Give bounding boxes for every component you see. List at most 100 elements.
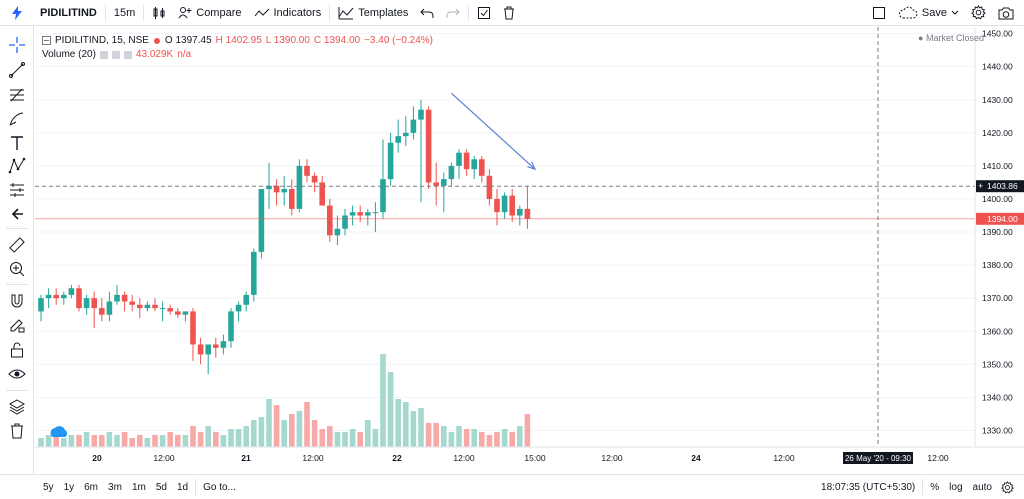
interval-button[interactable]: 15m: [113, 6, 136, 19]
auto-toggle[interactable]: auto: [972, 481, 992, 493]
candle-body: [334, 228, 341, 236]
range-button-1m[interactable]: 1m: [131, 481, 146, 493]
undo-button[interactable]: [414, 0, 440, 26]
chart-type-button[interactable]: [146, 0, 172, 26]
candle-body: [463, 152, 470, 170]
layers-icon[interactable]: [8, 398, 26, 416]
trash-icon[interactable]: [8, 422, 26, 440]
time-tick-label: 12:00: [773, 453, 795, 463]
cloud-icon: [898, 6, 918, 18]
layout-button[interactable]: [866, 0, 892, 26]
tradingview-logo-icon[interactable]: [0, 0, 34, 26]
volume-bar: [152, 435, 158, 447]
volume-bar: [144, 438, 151, 447]
candle: [91, 291, 97, 328]
fib-icon[interactable]: [8, 86, 26, 104]
volume-value: 43.029K: [135, 49, 174, 60]
candle: [357, 205, 363, 223]
range-button-1d[interactable]: 1d: [176, 481, 189, 493]
lock-icon[interactable]: [8, 341, 26, 359]
candle: [258, 189, 265, 259]
redo-button[interactable]: [440, 0, 466, 26]
brush-icon[interactable]: [8, 110, 26, 128]
candle: [441, 172, 447, 213]
legend-title[interactable]: PIDILITIND, 15, NSE: [55, 35, 149, 46]
templates-button[interactable]: Templates: [332, 0, 414, 26]
symbol-search-button[interactable]: PIDILITIND: [40, 6, 97, 19]
eye-icon[interactable]: [8, 365, 26, 383]
candle-body: [425, 109, 432, 183]
candle: [349, 205, 356, 226]
volume-label[interactable]: Volume (20): [42, 49, 96, 60]
clock[interactable]: 18:07:35 (UTC+5:30): [821, 481, 916, 493]
percent-toggle[interactable]: %: [930, 481, 940, 493]
candle: [68, 284, 75, 299]
chart-logo: [50, 426, 68, 437]
volume-bar: [83, 432, 90, 447]
volume-bar: [494, 432, 500, 447]
range-button-6m[interactable]: 6m: [84, 481, 99, 493]
crosshair-icon[interactable]: [8, 36, 26, 54]
candle: [327, 198, 333, 242]
candle-body: [114, 294, 120, 302]
text-icon[interactable]: [8, 134, 26, 152]
volume-bar: [175, 435, 181, 447]
arrow-left-icon[interactable]: [8, 205, 26, 223]
goto-button[interactable]: Go to...: [203, 481, 236, 493]
compare-label: Compare: [196, 6, 242, 19]
range-button-3m[interactable]: 3m: [108, 481, 122, 493]
candle: [380, 139, 386, 219]
volume-bar: [266, 399, 272, 447]
time-tick-label: 12:00: [302, 453, 324, 463]
zoom-in-icon[interactable]: [8, 260, 26, 278]
candle-body: [106, 301, 113, 315]
candle: [243, 291, 249, 312]
pattern-icon[interactable]: [8, 157, 26, 175]
candle: [319, 175, 325, 206]
volume-bar: [311, 420, 318, 447]
volume-bar: [334, 432, 341, 447]
collapse-icon[interactable]: [42, 36, 51, 45]
candle-body: [76, 288, 82, 309]
candle-body: [68, 288, 75, 295]
trend-line-icon[interactable]: [8, 61, 26, 79]
time-tick-label: 21: [241, 453, 251, 463]
candle-body: [327, 205, 333, 236]
volume-eye-icon[interactable]: [99, 50, 108, 59]
range-button-5d[interactable]: 5d: [155, 481, 167, 493]
lock-pencil-icon[interactable]: [8, 316, 26, 334]
prediction-icon[interactable]: [8, 181, 26, 199]
chart-legend: PIDILITIND, 15, NSE O 1397.45 H 1402.95 …: [42, 34, 433, 61]
candle-body: [387, 142, 394, 180]
settings-button[interactable]: [965, 0, 992, 26]
volume-bar: [357, 432, 363, 447]
compare-button[interactable]: Compare: [172, 0, 247, 26]
alert-button[interactable]: [471, 0, 497, 26]
crosshair-price-tag: [976, 180, 1024, 193]
time-tick-label: 15:00: [524, 453, 546, 463]
range-button-5y[interactable]: 5y: [43, 481, 54, 493]
time-tick-label: 12:00: [153, 453, 175, 463]
time-axis[interactable]: 20 12:00 21 12:00 22 12:00 15:00 12:00 24 12:00 12…: [92, 452, 949, 464]
magnet-icon[interactable]: [8, 292, 26, 310]
candle-body: [365, 212, 371, 216]
divider: [922, 479, 924, 495]
candle: [418, 99, 424, 203]
volume-bar: [258, 417, 265, 447]
volume-bar: [76, 435, 82, 447]
volume-close-icon[interactable]: [123, 50, 132, 59]
gear-icon[interactable]: [1001, 480, 1014, 494]
snapshot-button[interactable]: [992, 0, 1024, 26]
price-chart[interactable]: 1403.86 +1394.00 1450.00 1440.00 1430.00 142…: [35, 27, 1024, 474]
price-axis[interactable]: 1450.00 1440.00 1430.00 1420.00 1410.00 1400.…: [35, 27, 1024, 448]
range-button-1y[interactable]: 1y: [63, 481, 75, 493]
save-button[interactable]: Save: [892, 0, 965, 26]
delete-button[interactable]: [497, 0, 521, 26]
ruler-icon[interactable]: [8, 236, 26, 254]
bottom-toolbar: 5y 1y 6m 3m 1m 5d 1d Go to... 18:07:35 (UTC+5:…: [0, 474, 1024, 499]
indicators-button[interactable]: Indicators: [248, 0, 328, 26]
volume-settings-icon[interactable]: [111, 50, 120, 59]
volume-bar: [45, 435, 52, 447]
divider: [468, 4, 470, 21]
log-toggle[interactable]: log: [949, 481, 963, 493]
